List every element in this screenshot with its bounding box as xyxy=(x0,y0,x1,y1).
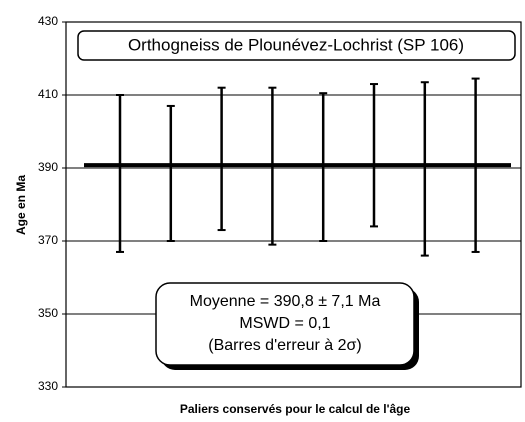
chart-title: Orthogneiss de Plounévez-Lochrist (SP 10… xyxy=(128,35,464,54)
x-axis-label: Paliers conservés pour le calcul de l'âg… xyxy=(180,402,411,416)
annotation-text: Moyenne = 390,8 ± 7,1 Ma xyxy=(190,293,381,310)
y-tick-label: 390 xyxy=(38,160,58,174)
y-tick-label: 350 xyxy=(38,306,58,320)
annotation-box xyxy=(155,282,415,366)
y-tick-label: 330 xyxy=(38,379,58,393)
title-box xyxy=(77,30,516,61)
y-tick-label: 430 xyxy=(38,14,58,28)
y-tick-label: 370 xyxy=(38,233,58,247)
annotation-text: (Barres d'erreur à 2σ) xyxy=(208,337,361,354)
y-tick-label: 410 xyxy=(38,87,58,101)
annotation-text: MSWD = 0,1 xyxy=(239,315,330,332)
y-axis-label: Age en Ma xyxy=(14,175,28,235)
